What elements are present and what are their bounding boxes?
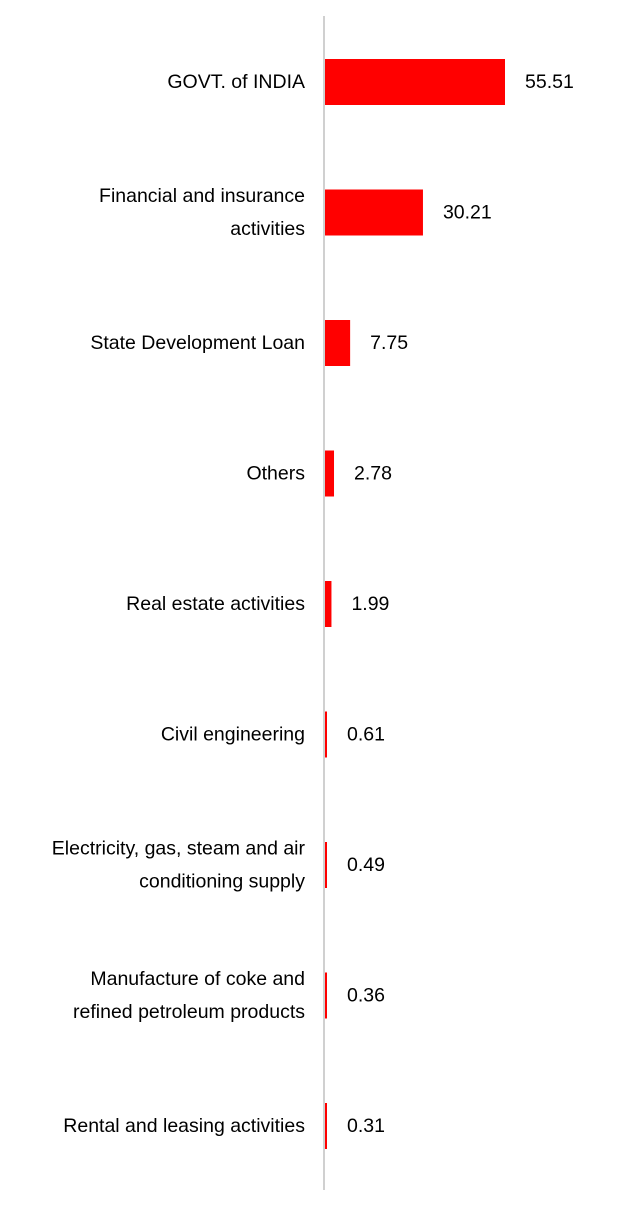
bars-group: [325, 59, 505, 1149]
bar-7: [325, 842, 327, 888]
category-labels: GOVT. of INDIA Financial and insurance act…: [52, 71, 306, 1137]
category-label-3: State Development Loan: [90, 332, 305, 354]
category-label-4: Others: [246, 463, 305, 485]
bar-5: [325, 581, 332, 627]
bar-9: [325, 1103, 327, 1149]
value-label-9: 0.31: [347, 1115, 385, 1137]
category-label-2-line-1: Financial and insurance: [99, 185, 305, 207]
value-label-8: 0.36: [347, 985, 385, 1007]
value-label-6: 0.61: [347, 724, 385, 746]
value-label-7: 0.49: [347, 854, 385, 876]
category-label-7-line-1: Electricity, gas, steam and air: [52, 838, 306, 860]
category-label-6: Civil engineering: [161, 724, 305, 746]
value-label-3: 7.75: [370, 332, 408, 354]
value-label-2: 30.21: [443, 202, 492, 224]
category-label-8-line-1: Manufacture of coke and: [90, 968, 305, 990]
category-label-1: GOVT. of INDIA: [167, 71, 305, 93]
value-label-1: 55.51: [525, 71, 574, 93]
category-label-2-line-2: activities: [230, 218, 305, 240]
value-labels: 55.51 30.21 7.75 2.78 1.99 0.61 0.49 0.36 0.31: [347, 71, 574, 1137]
bar-8: [325, 972, 327, 1019]
value-label-5: 1.99: [351, 593, 389, 615]
bar-4: [325, 450, 335, 497]
value-label-4: 2.78: [354, 463, 392, 485]
category-label-5: Real estate activities: [126, 593, 305, 615]
category-label-8-line-2: refined petroleum products: [73, 1001, 305, 1023]
bar-2: [325, 189, 423, 236]
bar-1: [325, 59, 505, 105]
category-label-7-line-2: conditioning supply: [139, 871, 305, 893]
bar-3: [325, 320, 351, 366]
category-label-9: Rental and leasing activities: [63, 1115, 305, 1137]
bar-6: [325, 711, 327, 758]
